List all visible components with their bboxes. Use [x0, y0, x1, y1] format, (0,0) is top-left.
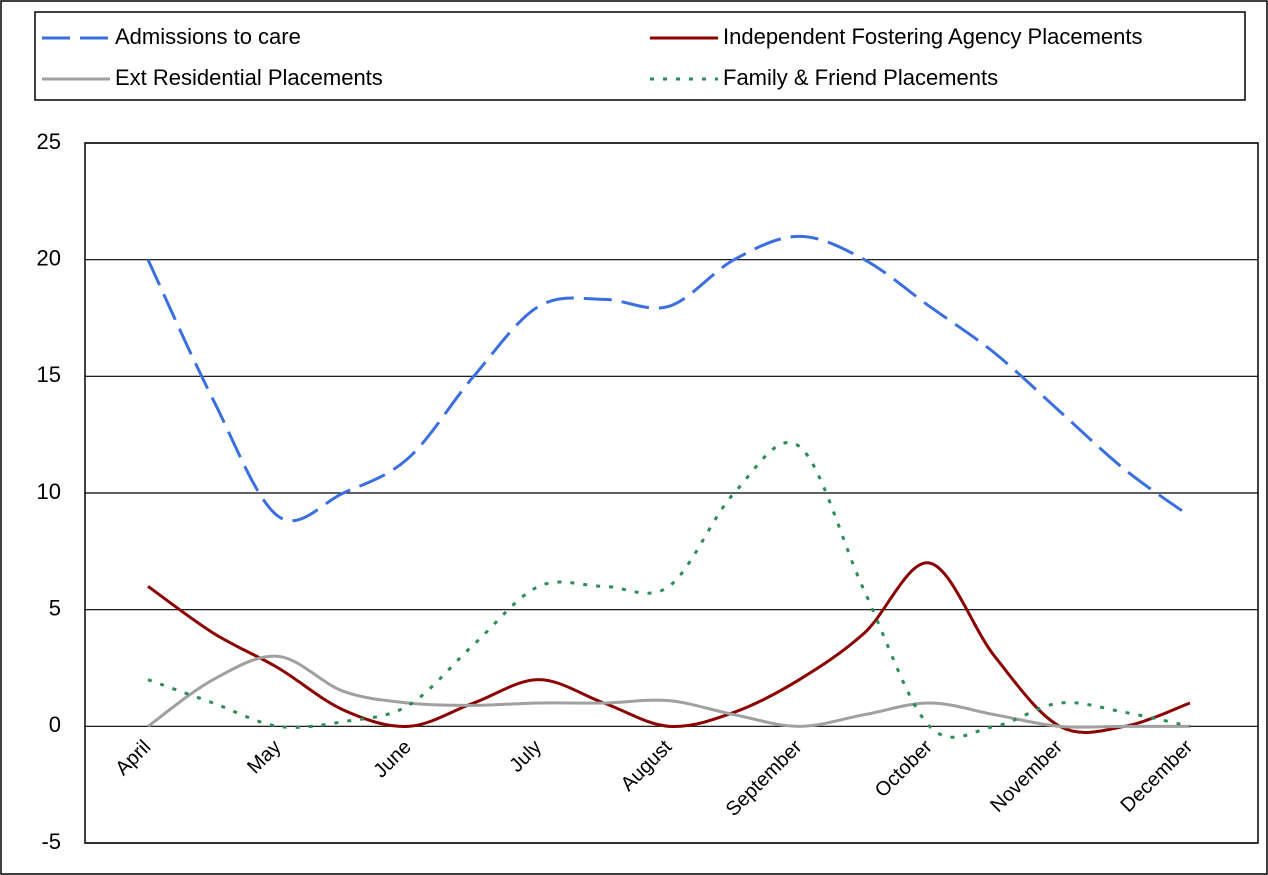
legend-label: Admissions to care — [115, 24, 301, 49]
series-line — [146, 234, 1191, 523]
y-tick-label: 10 — [37, 479, 61, 504]
legend-box — [34, 11, 1246, 101]
y-tick-label: -5 — [41, 829, 61, 854]
legend-label: Independent Fostering Agency Placements — [723, 24, 1143, 49]
y-tick-label: 5 — [49, 595, 61, 620]
legend-label: Family & Friend Placements — [723, 65, 998, 90]
legend-label: Ext Residential Placements — [115, 65, 383, 90]
series-line — [147, 441, 1191, 739]
y-tick-label: 20 — [37, 245, 61, 270]
series-line — [147, 561, 1191, 734]
y-tick-label: 25 — [37, 129, 61, 154]
y-tick-label: 0 — [49, 712, 61, 737]
series-line — [147, 654, 1190, 729]
y-tick-label: 15 — [37, 362, 61, 387]
